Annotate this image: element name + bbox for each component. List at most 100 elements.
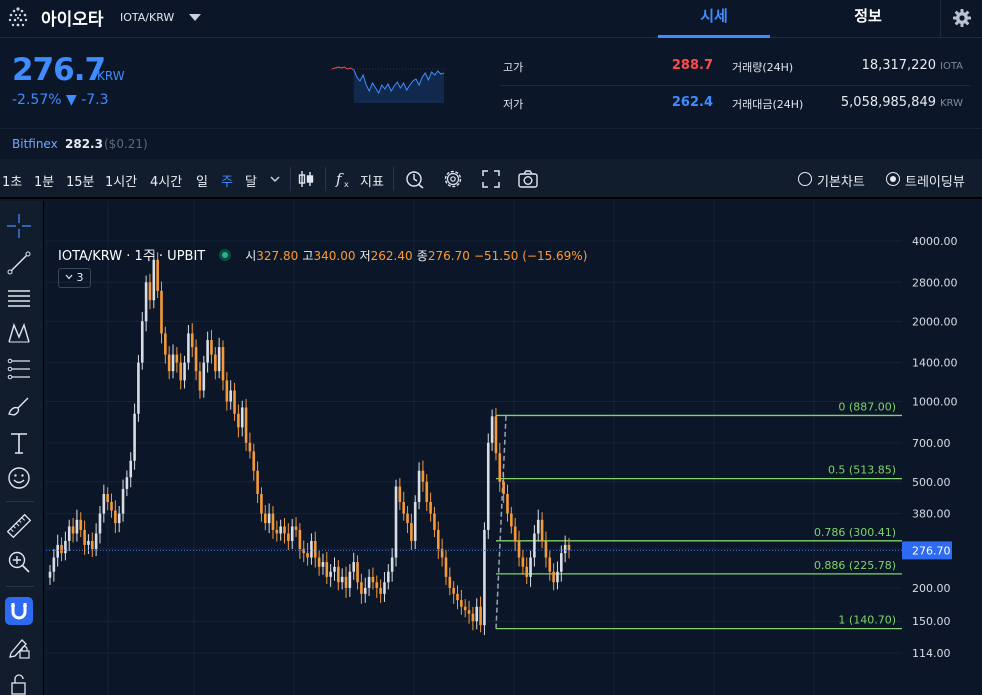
candle [352,562,356,572]
fibonacci-retracement[interactable]: 0 (887.00) 0.5 (513.85) 0.786 (300.41) 0.88… [495,400,902,630]
candle [214,354,217,372]
ruler-icon[interactable] [6,513,32,539]
legend-close: 276.70 [427,249,470,263]
candle [217,347,221,372]
market-pair[interactable]: IOTA/KRW [120,11,175,24]
timeframe-month[interactable]: 달 [245,175,257,190]
brush-icon[interactable] [6,394,32,420]
candle [60,544,63,554]
candle [48,571,52,578]
zoom-in-icon[interactable] [6,549,32,575]
trend-line-icon[interactable] [6,250,32,276]
camera-icon[interactable] [517,168,539,190]
candle [229,390,232,402]
candle [187,333,190,363]
lock-draw-icon[interactable] [6,635,32,661]
legend-symbol[interactable]: IOTA/KRW · 1주 · UPBIT [58,249,206,264]
axis-background [902,201,982,695]
candle [206,340,209,363]
candle [521,557,525,567]
timeframe-1m[interactable]: 1분 [34,175,55,190]
timeframe-1s[interactable]: 1초 [2,175,23,190]
timeframe-4h[interactable]: 4시간 [150,175,183,190]
candlestick-chart[interactable]: 0 (887.00) 0.5 (513.85) 0.786 (300.41) 0.88… [46,201,982,695]
fib-tool-icon[interactable] [6,356,32,382]
divider [325,167,326,191]
price-axis[interactable]: 4000.00 2800.00 2000.00 1400.00 1000.00 700.0… [902,201,982,695]
exchange-row: Bitfinex 282.3 ($0.21) [0,128,982,158]
legend-low-label: 저 [359,249,371,263]
candle [279,526,282,534]
replay-icon[interactable] [404,168,426,190]
axis-tick-label: 700.00 [912,437,951,450]
candle [121,488,125,514]
tab-info[interactable]: 정보 [854,7,882,25]
volume-label: 거래량(24H) [732,61,794,74]
candlestick-icon[interactable] [295,168,317,190]
horizontal-lines-icon[interactable] [6,285,32,311]
indicator-toggle[interactable]: 3 [58,268,91,288]
text-tool-icon[interactable] [6,430,32,456]
candle [117,513,121,524]
fib-level-label: 0 (887.00) [838,400,896,413]
candle [525,566,529,577]
candle [83,529,86,545]
candle [267,513,271,524]
candle [483,529,486,626]
candle [406,513,409,524]
crosshair-icon[interactable] [6,213,32,239]
candle [283,526,286,534]
tab-quote[interactable]: 시세 [658,0,770,38]
candle [490,416,494,443]
timeframe-week[interactable]: 주 [221,175,233,190]
function-icon[interactable]: f x [333,168,355,190]
candle [425,481,429,502]
fib-level-label: 0.886 (225.78) [814,559,896,572]
gear-icon[interactable] [442,168,464,190]
tradingview-radio[interactable] [886,172,900,186]
indicators-button[interactable]: 지표 [360,175,384,190]
timeframe-day[interactable]: 일 [196,175,208,190]
pattern-icon[interactable] [6,320,32,346]
axis-tick-label: 150.00 [912,615,951,628]
candle [202,362,206,391]
price-change: -2.57% ▼ -7.3 [12,92,109,108]
price-panel: 276.7 KRW -2.57% ▼ -7.3 고가 288.7 저가 262.… [0,39,982,127]
candle [444,557,448,577]
mini-price-chart [330,66,446,103]
basic-chart-radio[interactable] [798,172,812,186]
fullscreen-icon[interactable] [480,168,502,190]
price-chart[interactable]: 0 (887.00) 0.5 (513.85) 0.786 (300.41) 0.88… [46,201,982,695]
timeframe-15m[interactable]: 15분 [66,175,95,190]
legend-change: −51.50 (−15.69%) [473,249,588,263]
candle [248,442,252,452]
candle [64,540,67,554]
exchange-price: 282.3 [65,137,103,151]
candle [529,557,532,577]
candle [313,540,317,558]
candle [287,533,290,541]
settings-button[interactable] [940,0,982,38]
magnet-button[interactable] [5,597,33,625]
candle [371,576,375,583]
candle [302,548,306,554]
timeframe-1h[interactable]: 1시간 [105,175,138,190]
chart-toolbar: 1초 1분 15분 1시간 4시간 일 주 달 f x 지표 [0,159,982,199]
basic-chart-label[interactable]: 기본차트 [817,175,865,190]
mini-chart-line-up [331,66,355,71]
tradingview-label[interactable]: 트레이딩뷰 [905,175,965,190]
fib-level-label: 1 (140.70) [838,614,896,627]
candle [98,513,102,534]
lock-icon[interactable] [6,671,32,695]
smiley-icon[interactable] [6,465,32,491]
chevron-down-icon[interactable] [270,175,280,183]
candle [275,529,279,534]
axis-tick-label: 380.00 [912,508,951,521]
candle [536,519,540,534]
chevron-down-icon[interactable] [189,14,201,21]
candle [114,510,117,524]
fib-trend-line[interactable] [495,415,507,629]
candle [233,390,236,414]
candle [79,519,83,530]
candle [294,526,298,530]
